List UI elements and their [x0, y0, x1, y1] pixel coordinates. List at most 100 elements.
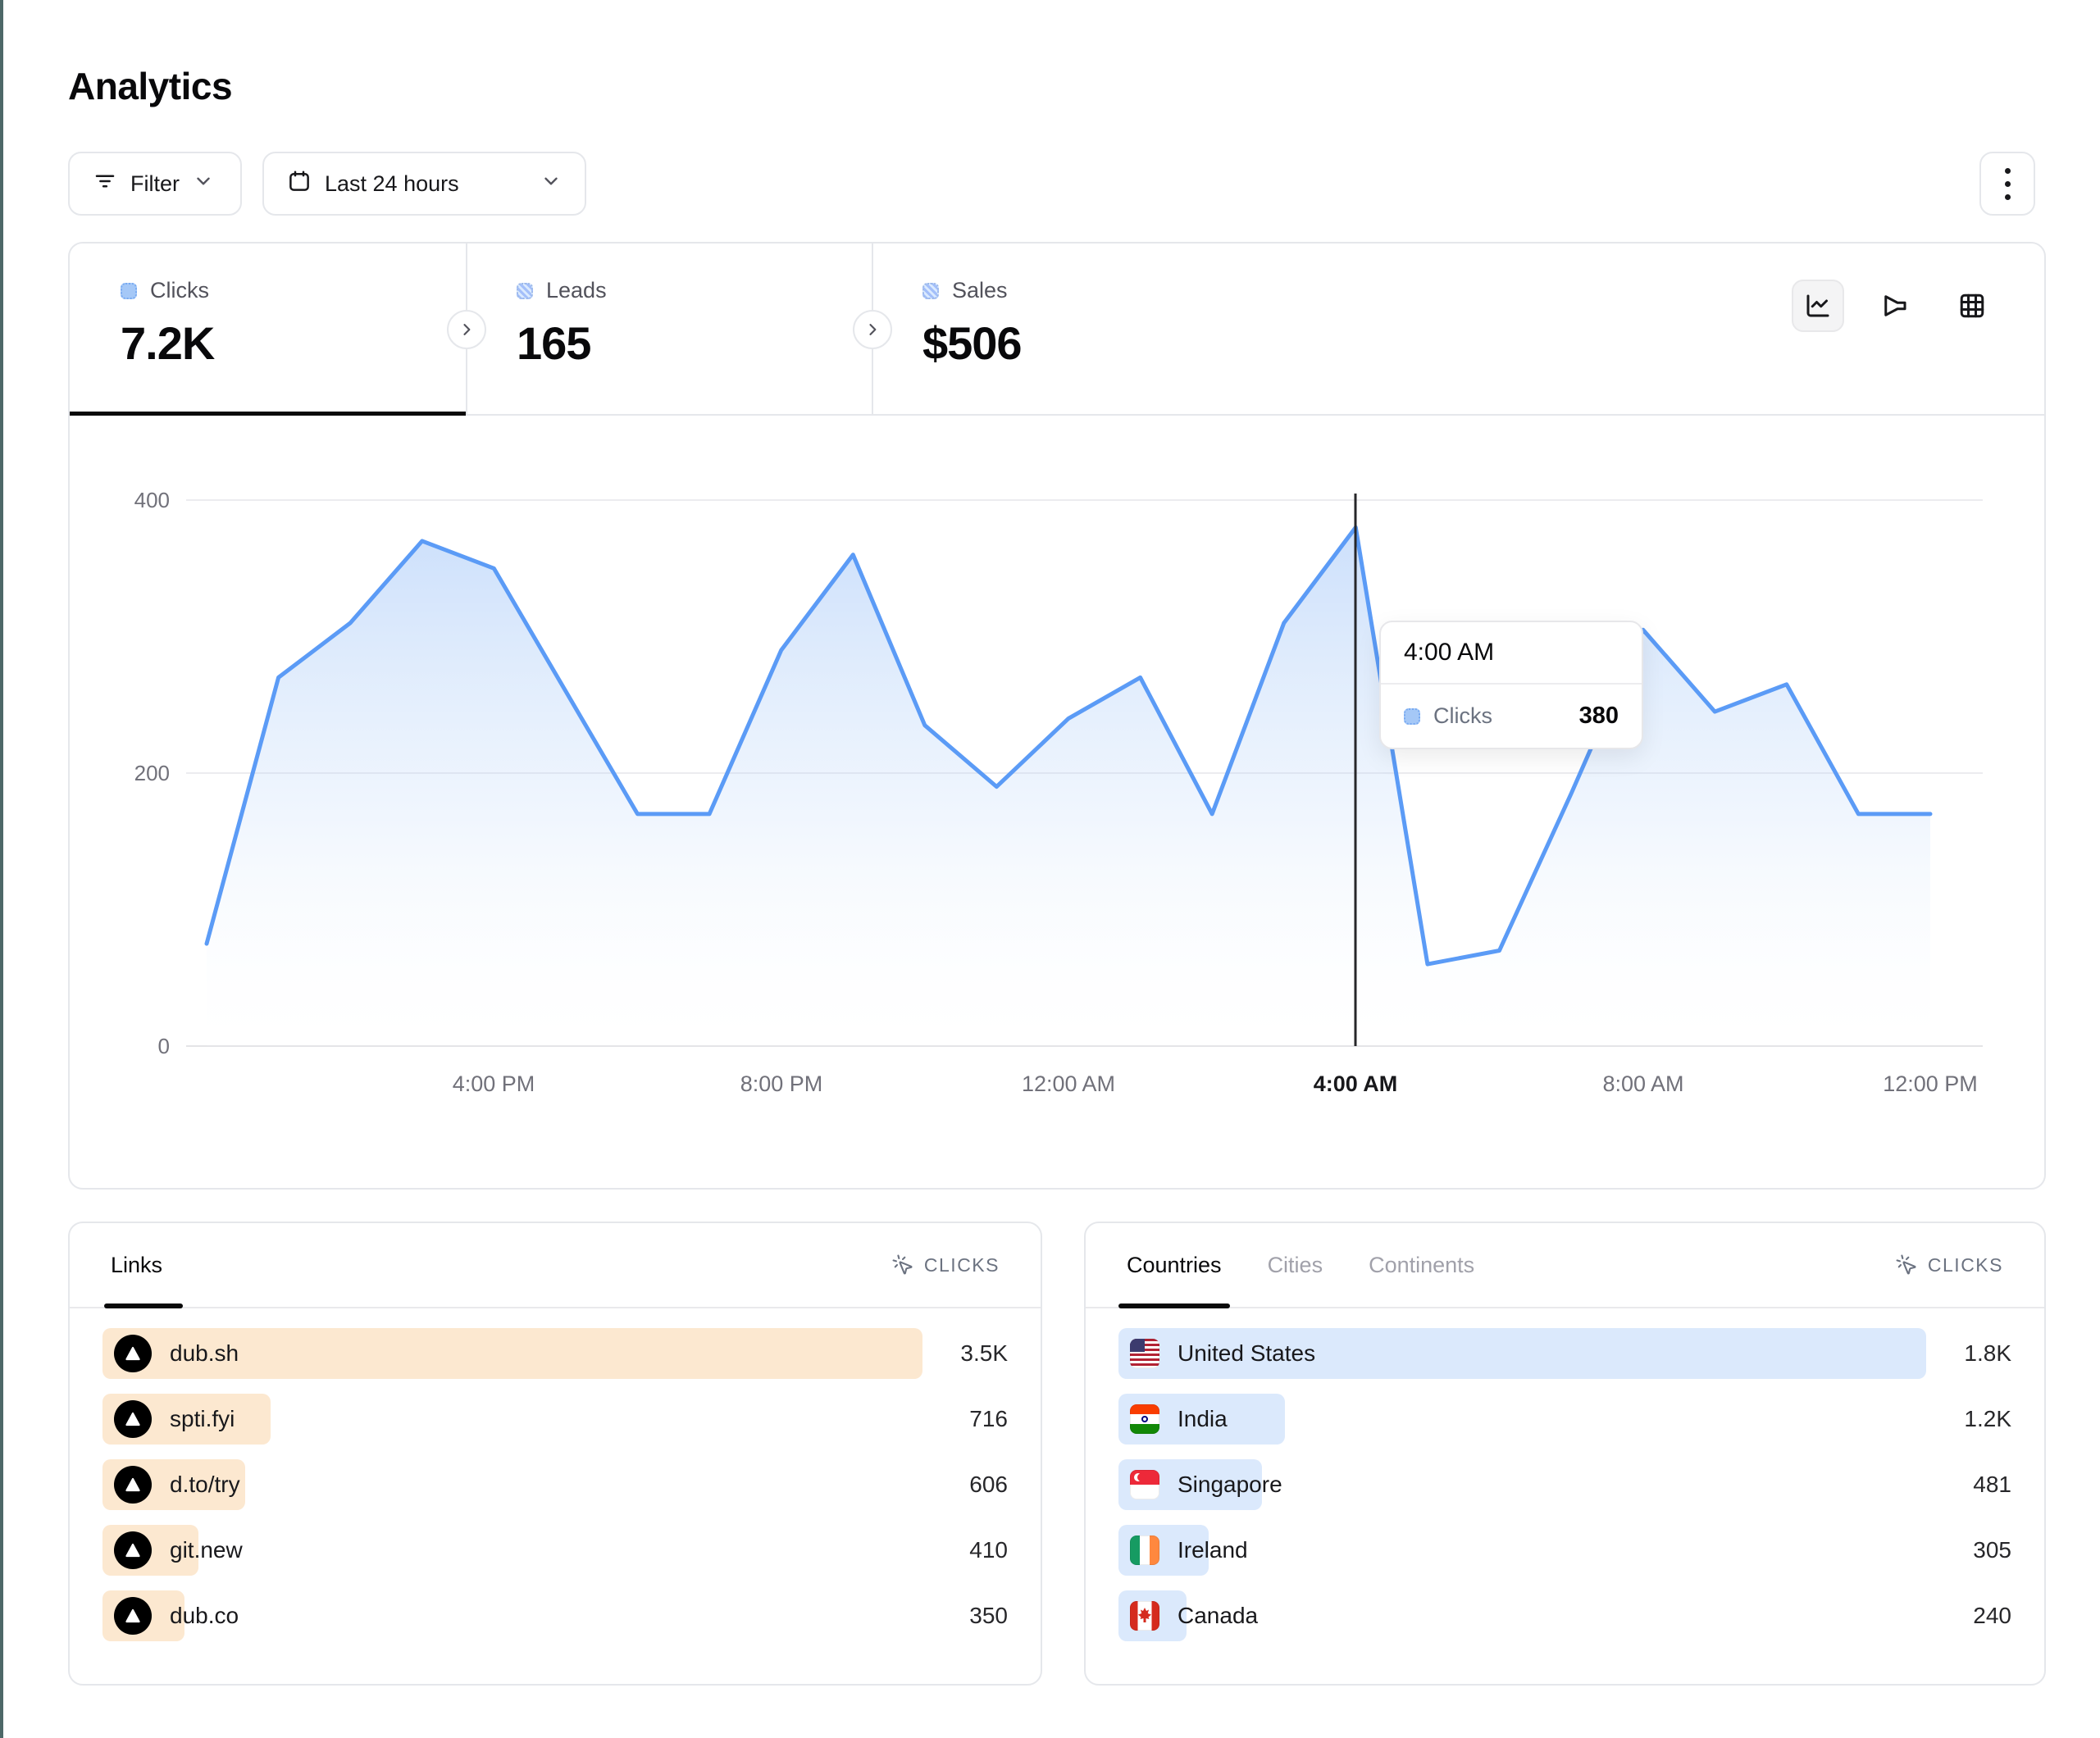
funnel-chart-view-button[interactable]: [1869, 280, 1921, 332]
stat-tab-clicks[interactable]: Clicks 7.2K: [70, 243, 466, 416]
link-label: git.new: [170, 1537, 243, 1563]
clicks-legend-swatch: [121, 282, 137, 299]
united-states-flag-icon: [1130, 1339, 1159, 1368]
country-clicks-value: 481: [1973, 1472, 2011, 1497]
tab-countries[interactable]: Countries: [1127, 1252, 1222, 1277]
x-axis-tick: 4:00 PM: [452, 1071, 535, 1096]
tab-links[interactable]: Links: [111, 1252, 163, 1277]
line-chart-icon: [1806, 294, 1829, 317]
kebab-menu-icon: [2004, 167, 2011, 200]
filter-lines-icon: [93, 169, 117, 199]
maple-leaf-icon: [1138, 1608, 1151, 1622]
link-row[interactable]: git.new 410: [102, 1525, 1008, 1576]
stat-label: Clicks: [150, 278, 209, 303]
left-edge-accent: [0, 0, 3, 1738]
link-clicks-value: 350: [969, 1603, 1008, 1628]
singapore-flag-icon: [1130, 1470, 1159, 1499]
link-label: d.to/try: [170, 1472, 240, 1497]
stat-label: Leads: [546, 278, 607, 303]
links-list: dub.sh 3.5K spti.fyi 716: [102, 1328, 1008, 1656]
y-axis-tick: 400: [134, 488, 170, 512]
cursor-click-icon: [1896, 1254, 1916, 1275]
tab-continents[interactable]: Continents: [1369, 1252, 1475, 1277]
country-row[interactable]: India 1.2K: [1118, 1394, 2011, 1445]
link-bar: [102, 1328, 922, 1379]
page-title: Analytics: [68, 65, 233, 107]
chevron-right-icon: [463, 324, 471, 335]
tab-cities[interactable]: Cities: [1267, 1252, 1323, 1277]
chart-view-toggles: [1792, 280, 1998, 332]
filter-button[interactable]: Filter: [68, 152, 242, 216]
stat-tab-leads[interactable]: Leads 165: [466, 243, 872, 414]
tooltip-series-swatch: [1404, 707, 1420, 725]
expand-clicks-button[interactable]: [447, 310, 486, 349]
links-metric-label: CLICKS: [923, 1253, 1000, 1276]
y-axis-tick: 0: [157, 1034, 170, 1058]
stat-label: Sales: [952, 278, 1008, 303]
table-grid-icon: [1960, 293, 1984, 318]
countries-panel: Countries Cities Continents CLICKS Unite…: [1084, 1222, 2046, 1686]
clicks-time-series-chart[interactable]: 400 200 0 4:00 PM 8:00 PM 12:00 AM 4:00 …: [70, 416, 2048, 1190]
stat-tab-sales[interactable]: Sales $506: [872, 243, 1282, 414]
links-metric-selector[interactable]: CLICKS: [891, 1253, 1000, 1276]
country-clicks-value: 1.8K: [1964, 1340, 2011, 1366]
table-view-button[interactable]: [1946, 280, 1998, 332]
countries-metric-selector[interactable]: CLICKS: [1895, 1253, 2003, 1276]
link-clicks-value: 410: [969, 1537, 1008, 1563]
x-axis-tick-hovered: 4:00 AM: [1313, 1071, 1398, 1096]
country-row[interactable]: Ireland 305: [1118, 1525, 2011, 1576]
x-axis-tick: 12:00 AM: [1021, 1071, 1116, 1096]
country-label: Singapore: [1178, 1472, 1282, 1497]
tooltip-series-label: Clicks: [1433, 703, 1492, 728]
country-row[interactable]: United States 1.8K: [1118, 1328, 2011, 1379]
link-label: spti.fyi: [170, 1406, 235, 1431]
tooltip-value: 380: [1578, 703, 1619, 729]
expand-leads-button[interactable]: [853, 310, 892, 349]
x-axis-tick: 8:00 AM: [1602, 1071, 1684, 1096]
country-label: India: [1178, 1406, 1228, 1431]
dub-logo-icon: [114, 1335, 152, 1372]
calendar-icon: [287, 169, 312, 199]
more-options-button[interactable]: [1979, 152, 2035, 216]
chevron-right-icon: [869, 324, 877, 335]
dub-logo-icon: [114, 1400, 152, 1438]
country-bar: [1118, 1328, 1926, 1379]
chevron-down-icon: [540, 171, 562, 198]
leads-legend-swatch: [517, 282, 533, 299]
date-range-button[interactable]: Last 24 hours: [262, 152, 586, 216]
tooltip-time: 4:00 AM: [1381, 622, 1642, 685]
link-row[interactable]: spti.fyi 716: [102, 1394, 1008, 1445]
stat-value: $506: [922, 317, 1023, 369]
chart-tooltip: 4:00 AM Clicks 380: [1379, 621, 1643, 749]
link-clicks-value: 3.5K: [960, 1340, 1008, 1366]
date-range-label: Last 24 hours: [325, 171, 459, 196]
country-clicks-value: 305: [1973, 1537, 2011, 1563]
country-row[interactable]: Singapore 481: [1118, 1459, 2011, 1510]
stat-value: 165: [517, 317, 591, 369]
country-label: Ireland: [1178, 1537, 1248, 1563]
canada-flag-icon: [1130, 1601, 1159, 1631]
x-axis-tick: 8:00 PM: [740, 1071, 823, 1096]
link-row[interactable]: dub.co 350: [102, 1590, 1008, 1641]
chevron-down-icon: [193, 171, 214, 198]
sales-legend-swatch: [922, 282, 939, 299]
stat-value: 7.2K: [121, 317, 215, 369]
link-label: dub.co: [170, 1603, 239, 1628]
country-label: Canada: [1178, 1603, 1259, 1628]
dub-logo-icon: [114, 1531, 152, 1569]
countries-list: United States 1.8K India 1.2K Singapore: [1118, 1328, 2011, 1656]
clicks-line: [204, 525, 1933, 967]
filter-button-label: Filter: [130, 171, 180, 196]
ireland-flag-icon: [1130, 1536, 1159, 1565]
links-tab-underline: [104, 1304, 183, 1308]
line-chart-view-button[interactable]: [1792, 280, 1844, 332]
y-axis-tick: 200: [134, 761, 170, 785]
link-row[interactable]: d.to/try 606: [102, 1459, 1008, 1510]
funnel-chart-icon: [1884, 295, 1906, 316]
country-row[interactable]: Canada 240: [1118, 1590, 2011, 1641]
x-axis-tick: 12:00 PM: [1883, 1071, 1978, 1096]
link-row[interactable]: dub.sh 3.5K: [102, 1328, 1008, 1379]
country-clicks-value: 1.2K: [1964, 1406, 2011, 1431]
link-clicks-value: 606: [969, 1472, 1008, 1497]
dub-logo-icon: [114, 1466, 152, 1504]
